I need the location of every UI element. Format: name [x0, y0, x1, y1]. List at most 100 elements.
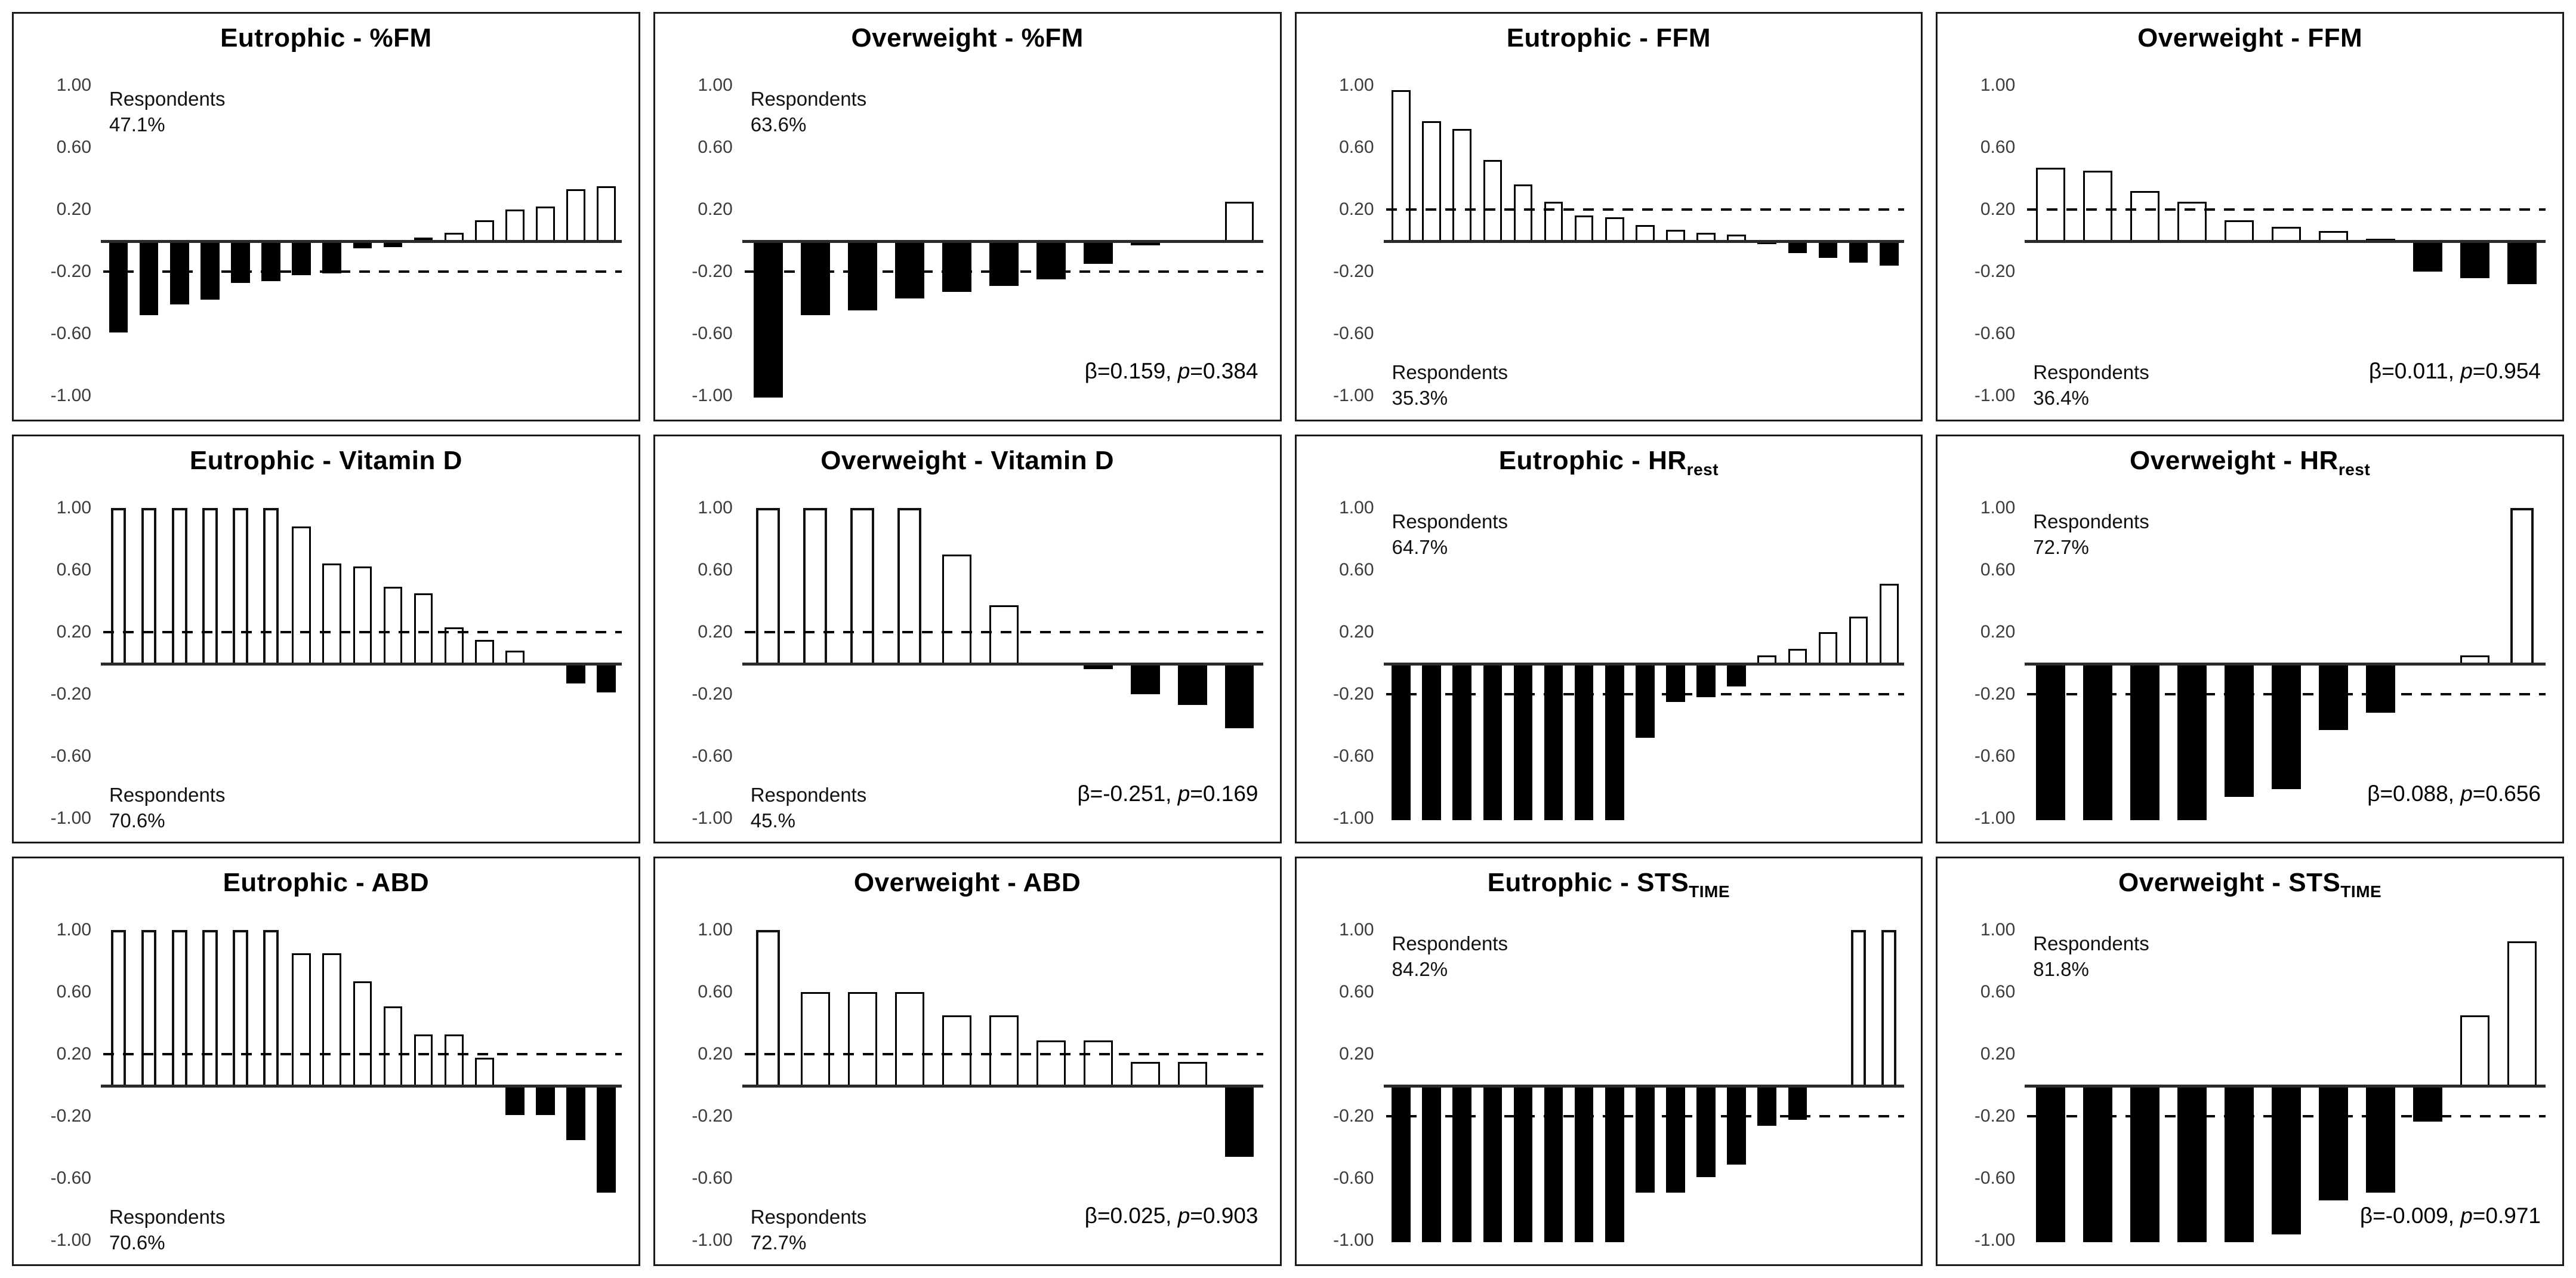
y-axis-tick-label: 0.60: [1980, 137, 2016, 157]
bar: [2177, 1087, 2207, 1243]
bar: [2083, 1087, 2113, 1243]
respondents-label: Respondents: [2033, 510, 2149, 532]
threshold-dashed-line: [744, 1053, 1263, 1056]
chart-grid: Eutrophic - %FM 1.00 0.60 0.20 -0.20 -0.60 -1.…: [12, 12, 2564, 1266]
bar: [1392, 664, 1411, 820]
p-symbol: p: [1177, 359, 1190, 383]
respondents-annotation: Respondents 64.7%: [1392, 509, 1508, 561]
bar: [566, 664, 585, 683]
bar: [1483, 159, 1503, 242]
plot-area: Respondents 47.1%: [101, 73, 622, 408]
respondents-annotation: Respondents 72.7%: [2033, 509, 2149, 561]
bar: [353, 242, 372, 249]
bar: [1788, 242, 1807, 254]
bar: [2083, 171, 2113, 242]
bar: [1036, 1040, 1066, 1088]
bar: [1130, 1062, 1160, 1088]
bar: [383, 1006, 403, 1088]
bar: [202, 507, 218, 665]
chart-panel: Eutrophic - Vitamin D 1.00 0.60 0.20 -0.20 -0…: [12, 434, 640, 844]
bar: [202, 930, 218, 1088]
bar: [2036, 1087, 2066, 1243]
bar: [414, 1034, 433, 1088]
bar: [1513, 1087, 1533, 1243]
bar: [894, 992, 924, 1088]
beta-p-annotation: β=-0.251, p=0.169: [1077, 781, 1258, 806]
bar: [2130, 190, 2160, 242]
chart-title-text: Overweight - %FM: [851, 23, 1084, 53]
bar: [566, 1087, 585, 1140]
bar: [1636, 1087, 1655, 1193]
chart-title: Eutrophic - ABD: [14, 868, 638, 898]
beta-value: β=0.159,: [1084, 359, 1178, 383]
bar: [942, 242, 971, 292]
chart-panel: Overweight - Vitamin D 1.00 0.60 0.20 -0.20 -…: [653, 434, 1282, 844]
beta-value: β=0.025,: [1084, 1203, 1178, 1228]
respondents-annotation: Respondents 70.6%: [109, 783, 225, 834]
bar: [474, 1057, 494, 1088]
plot-area: Respondents 84.2%: [1383, 918, 1905, 1252]
chart-title: Eutrophic - STSTIME: [1297, 868, 1921, 901]
bar: [231, 242, 250, 283]
bar: [2460, 242, 2489, 278]
bar: [1636, 225, 1655, 242]
bar: [1130, 242, 1160, 246]
chart-title-text: Eutrophic - FFM: [1506, 23, 1711, 53]
y-axis-tick-label: -0.20: [50, 261, 91, 281]
chart-panel: Overweight - ABD 1.00 0.60 0.20 -0.20 -0.60 -1…: [653, 857, 1282, 1266]
y-axis-tick-label: 0.20: [698, 199, 733, 219]
bar: [800, 992, 830, 1088]
threshold-dashed-line: [2027, 1115, 2546, 1118]
bar: [383, 587, 403, 665]
beta-value: β=-0.251,: [1077, 781, 1178, 806]
chart-title: Overweight - ABD: [655, 868, 1280, 898]
y-axis-tick-label: -0.20: [692, 1106, 733, 1126]
y-axis-tick-label: 0.20: [56, 621, 91, 642]
y-axis-tick-label: -1.00: [1333, 386, 1374, 405]
beta-p-annotation: β=0.025, p=0.903: [1085, 1203, 1258, 1228]
y-axis-tick-label: -1.00: [50, 1230, 91, 1251]
threshold-dashed-line: [744, 270, 1263, 273]
y-axis-tick-label: 0.60: [1980, 982, 2016, 1002]
plot-area: Respondents 81.8% β=-0.009, p=0.971: [2025, 918, 2546, 1252]
bar: [1392, 1087, 1411, 1243]
chart-panel: Eutrophic - ABD 1.00 0.60 0.20 -0.20 -0.60 -1.…: [12, 857, 640, 1266]
bar: [2366, 1087, 2396, 1193]
y-axis-tick-label: 1.00: [56, 920, 91, 940]
plot-area: Respondents 72.7% β=0.025, p=0.903: [742, 918, 1263, 1254]
respondents-annotation: Respondents 84.2%: [1392, 931, 1508, 983]
p-value: =0.656: [2472, 781, 2541, 806]
y-axis-tick-label: 0.60: [698, 137, 733, 157]
bar: [1666, 1087, 1685, 1193]
y-axis-tick-label: -0.20: [1974, 1106, 2016, 1126]
y-axis-tick-label: -1.00: [1333, 1230, 1374, 1251]
bar: [474, 639, 494, 665]
bar: [353, 566, 372, 665]
respondents-value: 70.6%: [109, 809, 165, 832]
y-axis-tick-label: -1.00: [50, 808, 91, 828]
bar: [2130, 1087, 2160, 1243]
bar: [263, 507, 279, 665]
bar: [1392, 90, 1411, 242]
bar: [1083, 664, 1113, 670]
bar: [800, 242, 830, 316]
bar: [2083, 664, 2113, 820]
y-axis-tick-label: -0.20: [1974, 683, 2016, 704]
x-axis-zero-line: [101, 240, 622, 243]
plot-area: Respondents 70.6%: [101, 496, 622, 832]
y-axis-tick-label: -0.60: [692, 324, 733, 343]
bar: [414, 593, 433, 665]
bar: [597, 1087, 616, 1193]
chart-title: Eutrophic - Vitamin D: [14, 446, 638, 476]
plot-area: Respondents 45.% β=-0.251, p=0.169: [742, 496, 1263, 832]
x-axis-zero-line: [1383, 1085, 1905, 1088]
y-axis-tick-label: -1.00: [692, 1230, 733, 1251]
y-axis-tick-label: 0.20: [1980, 199, 2016, 219]
y-axis-tick-label: 1.00: [1339, 920, 1374, 940]
y-axis-tick-label: 0.60: [56, 559, 91, 580]
respondents-annotation: Respondents 47.1%: [109, 87, 225, 138]
bar: [1224, 664, 1254, 729]
plot-area: Respondents 72.7% β=0.088, p=0.656: [2025, 496, 2546, 830]
respondents-annotation: Respondents 72.7%: [751, 1205, 866, 1256]
respondents-label: Respondents: [750, 1206, 867, 1228]
